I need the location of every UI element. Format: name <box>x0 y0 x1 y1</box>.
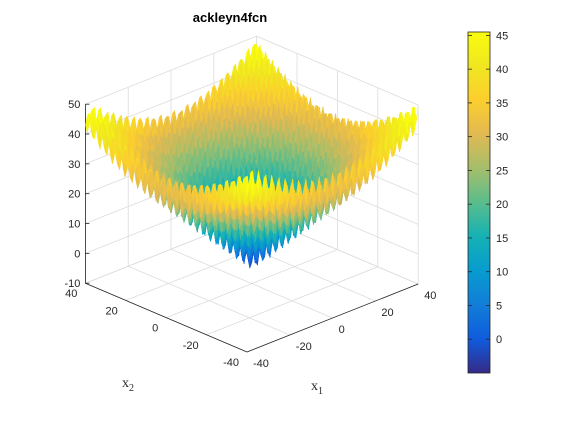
chart-title: ackleyn4fcn <box>193 10 267 25</box>
surface-plot <box>85 43 419 269</box>
